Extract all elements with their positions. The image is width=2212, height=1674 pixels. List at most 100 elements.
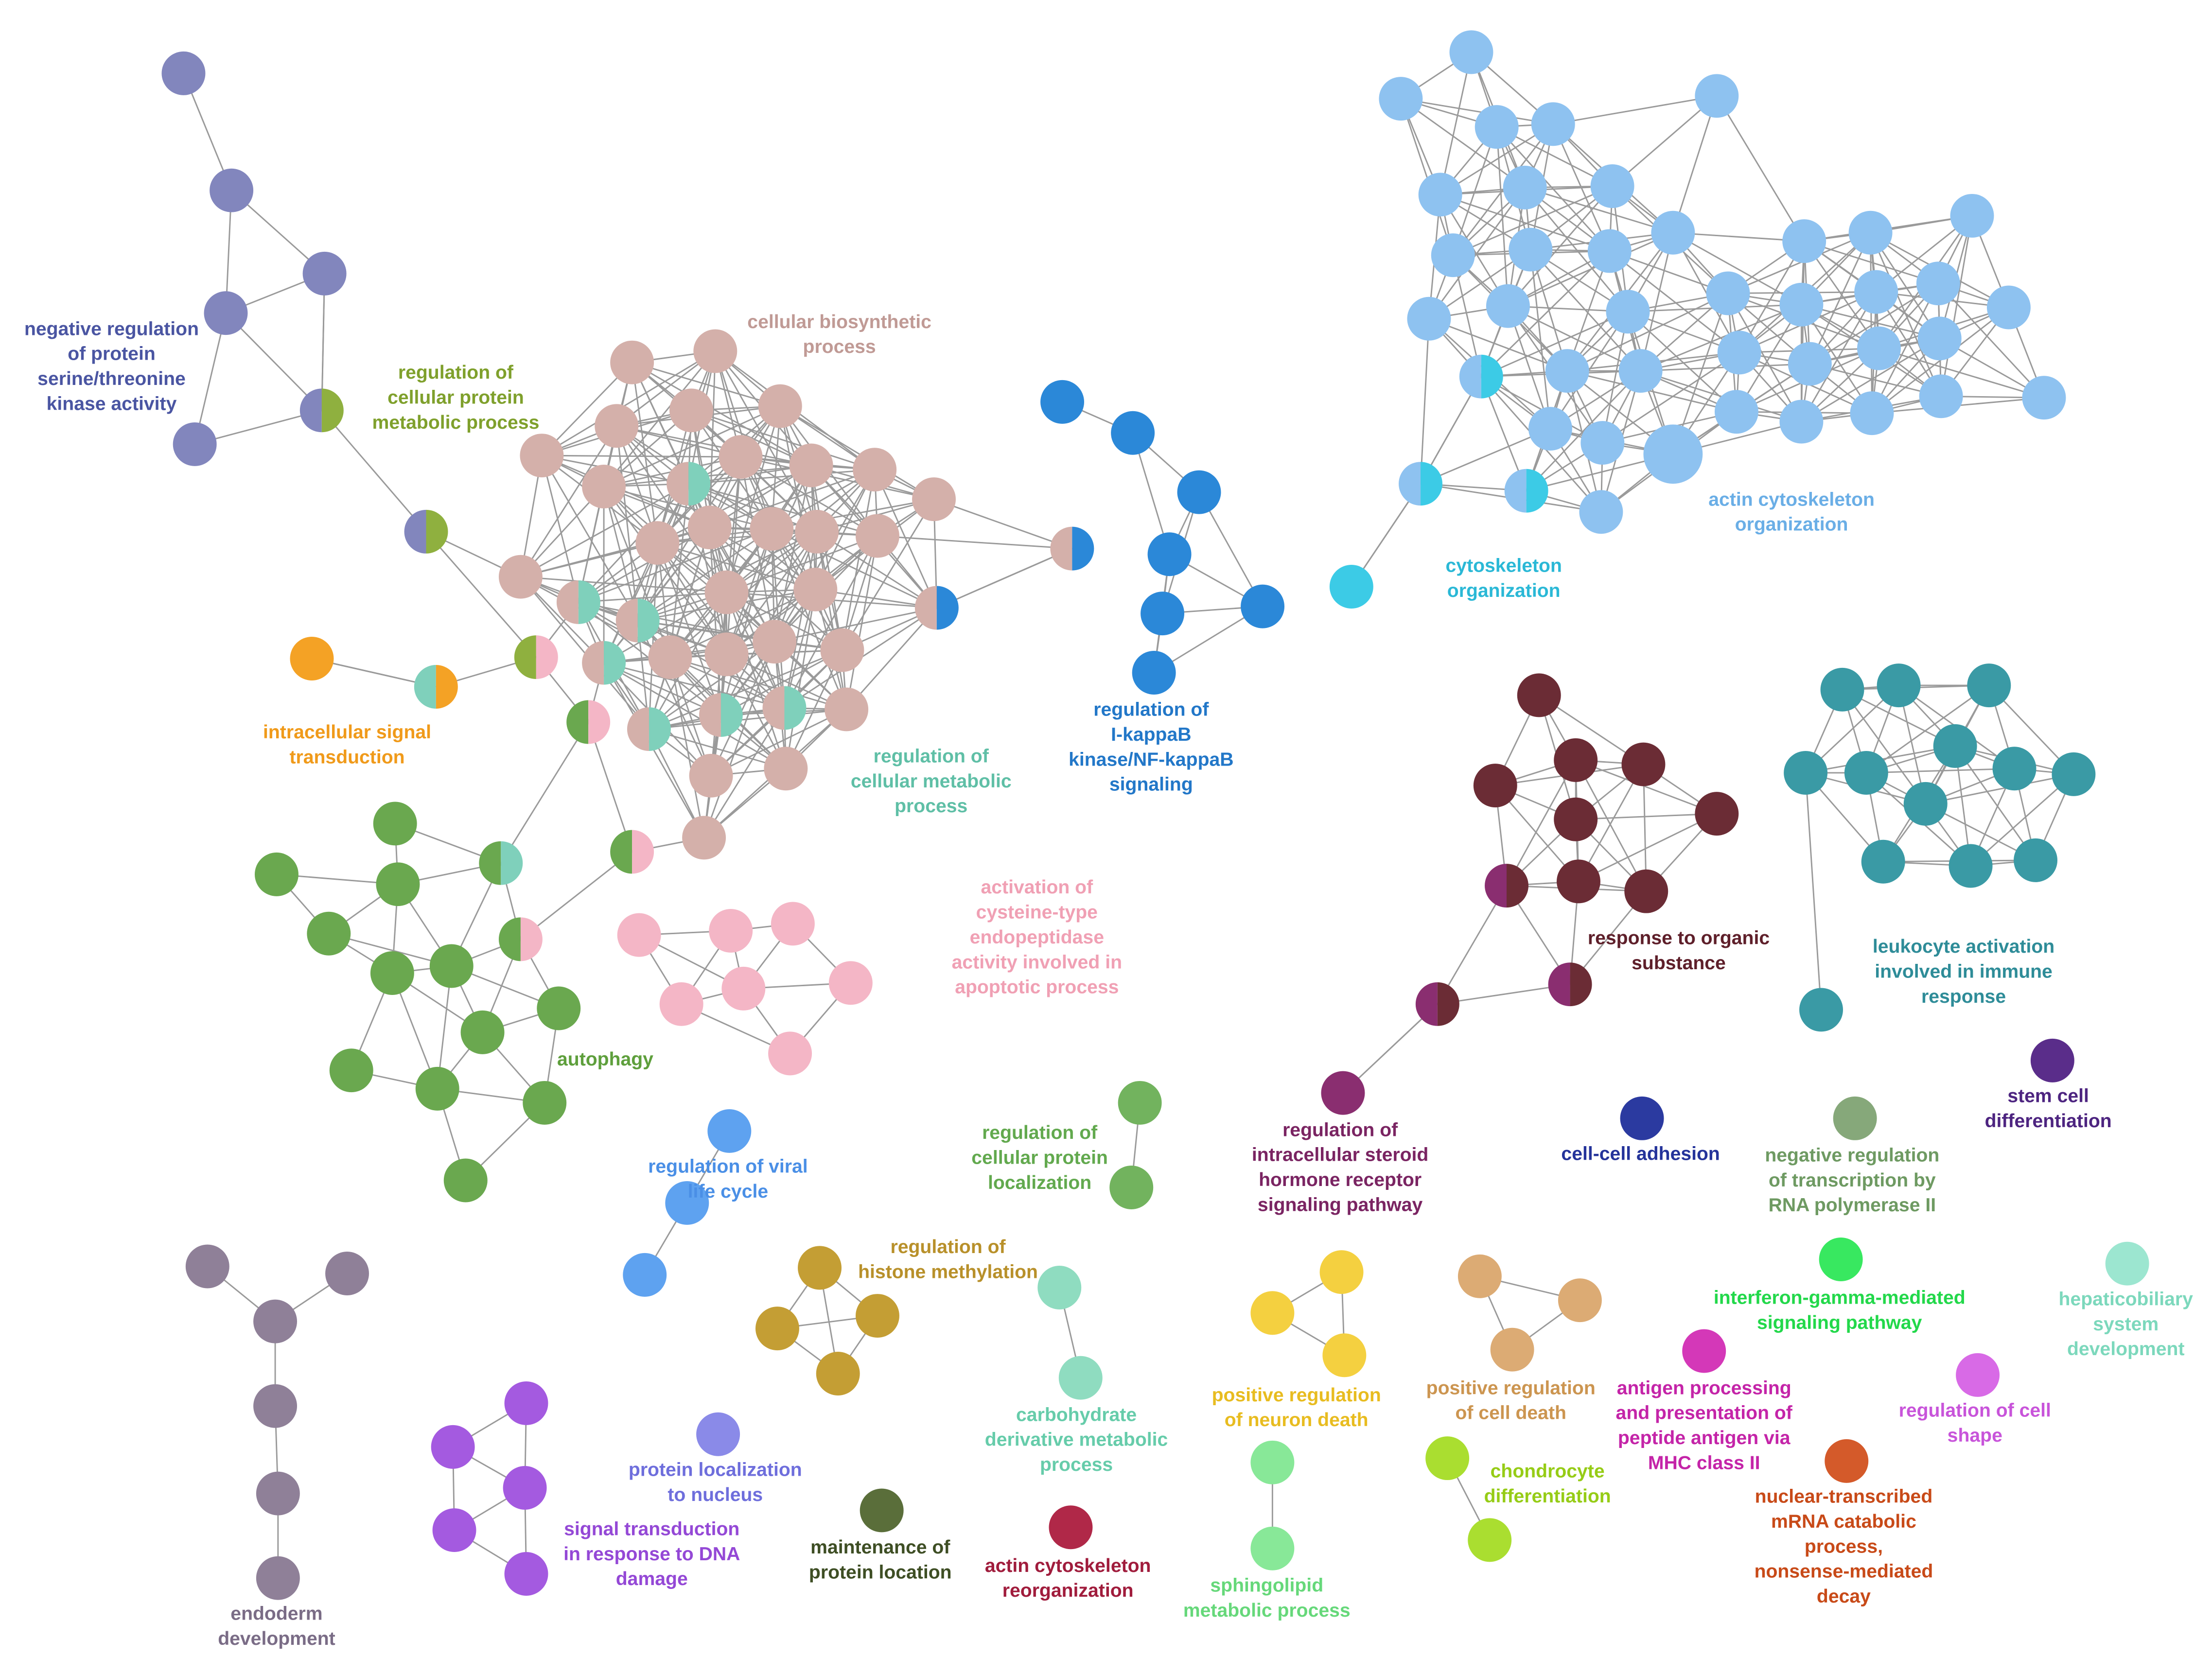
edge	[1842, 689, 1926, 804]
cluster-label: decay	[1817, 1586, 1871, 1607]
node-half	[936, 586, 959, 630]
edge	[845, 536, 878, 710]
edge	[846, 607, 937, 710]
edge	[669, 657, 705, 838]
cluster-label: kinase/NF-kappaB	[1069, 749, 1233, 770]
node	[753, 620, 797, 664]
cluster-label: transduction	[289, 747, 404, 767]
edge	[1437, 983, 1570, 1005]
node	[1321, 1071, 1365, 1115]
node-half	[1415, 982, 1438, 1026]
node	[1992, 747, 2036, 791]
edge	[500, 721, 589, 864]
edge	[842, 469, 876, 650]
cluster-label: actin cytoskeleton	[985, 1555, 1151, 1576]
node	[1517, 673, 1561, 717]
node-half	[604, 641, 626, 685]
cluster-label: signal transduction	[564, 1518, 739, 1539]
node	[1919, 374, 1963, 418]
edge	[691, 409, 875, 471]
cluster-label: to nucleus	[667, 1484, 763, 1505]
edge	[425, 531, 537, 658]
node	[1857, 326, 1901, 370]
cluster-label: development	[2067, 1339, 2185, 1360]
node	[253, 1299, 298, 1343]
cluster-label: regulation of	[982, 1122, 1098, 1143]
node	[816, 1352, 860, 1395]
node	[1590, 164, 1634, 208]
node	[1503, 165, 1547, 209]
node-half	[1050, 526, 1072, 571]
edge	[1640, 370, 1802, 422]
cluster-label: differentiation	[1985, 1111, 2112, 1132]
edge	[321, 273, 326, 411]
edge	[637, 620, 843, 651]
edge	[1400, 98, 1454, 256]
edge	[1496, 127, 1509, 306]
node	[1250, 1526, 1295, 1570]
node-half	[1548, 962, 1570, 1007]
node-half	[1570, 962, 1592, 1007]
cluster-label: metabolic process	[1183, 1600, 1351, 1621]
node-half	[632, 830, 654, 874]
edge	[780, 405, 934, 500]
node	[1844, 751, 1888, 795]
node	[1784, 751, 1828, 795]
node	[415, 1066, 459, 1111]
edge	[321, 410, 427, 532]
cluster-label: intracellular signal	[263, 722, 431, 743]
node	[329, 1048, 373, 1093]
node	[1475, 105, 1519, 149]
node-half	[414, 665, 436, 709]
node	[1431, 233, 1475, 278]
cluster-label: localization	[988, 1172, 1091, 1193]
cluster-label: organization	[1735, 514, 1848, 535]
node	[860, 1488, 904, 1533]
node	[825, 687, 869, 732]
node-half	[404, 509, 426, 554]
node	[210, 168, 254, 212]
cluster-label: signaling pathway	[1757, 1312, 1922, 1333]
cluster-label: regulation of cell	[1899, 1400, 2051, 1421]
node	[307, 911, 351, 956]
cluster-label: cellular protein	[387, 387, 524, 408]
edge	[1673, 232, 1805, 242]
node	[1820, 667, 1864, 712]
cluster-label: cytoskeleton	[1446, 556, 1562, 576]
edge	[1575, 759, 1717, 815]
cluster-label: signaling	[1109, 774, 1193, 795]
edge	[709, 351, 716, 528]
node-half	[588, 700, 611, 744]
cluster-label: cell-cell adhesion	[1561, 1144, 1720, 1165]
edge	[603, 592, 727, 663]
edge	[1801, 338, 1940, 422]
cluster-label: involved in immune	[1875, 961, 2053, 982]
node	[623, 1253, 667, 1297]
node	[1833, 1096, 1877, 1140]
node	[431, 1425, 475, 1469]
node	[498, 555, 543, 599]
node-half	[784, 686, 807, 730]
node	[290, 636, 334, 680]
node-half	[582, 641, 604, 685]
node	[1825, 1439, 1869, 1483]
node	[1580, 421, 1625, 465]
cluster-label: process	[1040, 1454, 1113, 1475]
edge	[520, 576, 671, 658]
node	[828, 961, 873, 1005]
node	[1118, 1081, 1162, 1125]
node	[503, 1466, 547, 1510]
edge	[1805, 772, 1822, 1010]
edge	[740, 456, 934, 500]
node	[771, 902, 815, 946]
cluster-label: maintenance of	[810, 1537, 950, 1558]
node	[696, 1412, 740, 1456]
edge	[1401, 98, 1553, 125]
cluster-label: signaling pathway	[1258, 1194, 1423, 1215]
node-half	[536, 635, 558, 680]
node	[768, 1031, 812, 1076]
edge	[1481, 311, 1629, 378]
edge	[1809, 282, 1939, 365]
edge	[1506, 760, 1577, 886]
